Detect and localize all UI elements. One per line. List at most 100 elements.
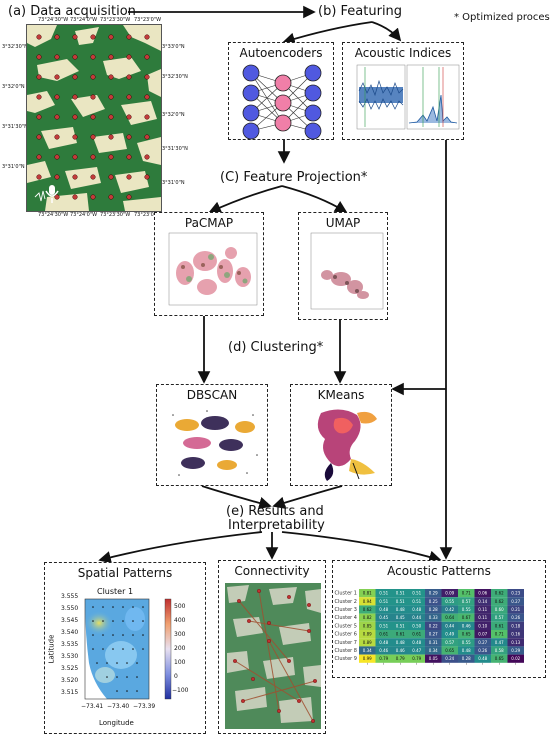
- heatmap-cell-value: 0.48: [396, 607, 405, 612]
- heatmap-cell: [408, 646, 425, 655]
- heatmap-cell-value: 0.16: [511, 632, 520, 637]
- heatmap-cell: [491, 597, 508, 606]
- heatmap-cell-value: 0.55: [445, 599, 454, 604]
- map-top-tick: 73°24'0"W: [70, 17, 98, 23]
- heatmap-cell: [474, 646, 491, 655]
- map-top-tick: 73°23'0"W: [134, 17, 162, 23]
- heatmap-cell-value: 0.62: [363, 607, 372, 612]
- heatmap-cell-value: 0.58: [495, 648, 504, 653]
- heatmap-row-label: Cluster 5: [334, 623, 357, 629]
- heatmap-cell: [392, 605, 409, 614]
- spatial-ytick: 3.520: [61, 677, 79, 684]
- heatmap-cell-value: 0.50: [412, 623, 421, 628]
- acoustic-patterns-box: Acoustic Patterns Cluster 1 0.81 0.51 0.51 0…: [332, 560, 546, 678]
- heatmap-cell-value: 0.51: [396, 599, 405, 604]
- heatmap-cell: [375, 654, 392, 663]
- heatmap-cell-value: 0.64: [445, 615, 454, 620]
- spatial-ytick: 3.525: [61, 665, 79, 672]
- spatial-cluster-title: Cluster 1: [97, 587, 134, 596]
- heatmap-cell: [441, 646, 458, 655]
- heatmap-cell-value: 0.45: [379, 615, 388, 620]
- spatial-ytick: 3.535: [61, 641, 79, 648]
- heatmap-cell: [375, 621, 392, 630]
- label-results: (e) Results and: [226, 504, 324, 519]
- label-clustering: (d) Clustering*: [228, 340, 324, 355]
- heatmap-cell-value: 0.61: [396, 632, 405, 637]
- heatmap-cell-value: 0.89: [363, 640, 372, 645]
- spatial-ylabel: Latitude: [47, 634, 56, 664]
- spatial-ytick: 3.530: [61, 653, 79, 660]
- heatmap-cell-value: 0.51: [379, 599, 388, 604]
- heatmap-cell: [408, 621, 425, 630]
- heatmap-cell-value: 0.28: [429, 607, 438, 612]
- spatial-xtick: −73.40: [107, 703, 130, 710]
- heatmap-cell: [359, 638, 376, 647]
- heatmap-cell-value: 0.65: [462, 632, 471, 637]
- heatmap-cell-value: 0.79: [412, 656, 421, 661]
- heatmap-cell-value: 0.79: [396, 656, 405, 661]
- heatmap-cell-value: 0.71: [495, 632, 504, 637]
- heatmap-cell-value: 0.27: [511, 599, 520, 604]
- label-interpretability: Interpretability: [228, 518, 325, 533]
- heatmap-cell: [392, 646, 409, 655]
- heatmap-cell: [408, 638, 425, 647]
- heatmap-cell-value: 0.71: [462, 591, 471, 596]
- heatmap-cell-value: 0.65: [495, 656, 504, 661]
- heatmap-cell: [458, 613, 475, 622]
- microphone-icon: [34, 185, 59, 203]
- heatmap-cell-value: 0.61: [412, 632, 421, 637]
- map-left-tick: 3°32'0"N: [2, 84, 25, 90]
- kmeans-scatter: [317, 409, 377, 481]
- heatmap-cell: [441, 638, 458, 647]
- heatmap-cell: [491, 630, 508, 639]
- heatmap-cell-value: 0.61: [495, 623, 504, 628]
- umap-title: UMAP: [325, 216, 361, 230]
- colorbar-tick: 500: [174, 603, 186, 610]
- heatmap-cell: [491, 613, 508, 622]
- heatmap-row-label: Cluster 7: [334, 640, 357, 646]
- heatmap-cell-value: 0.11: [478, 607, 487, 612]
- heatmap-cell: [458, 630, 475, 639]
- heatmap-row-label: Cluster 4: [334, 615, 357, 621]
- heatmap-cell: [375, 646, 392, 655]
- map-top-tick: 73°24'30"W: [38, 17, 69, 23]
- heatmap-cell-value: 0.67: [462, 615, 471, 620]
- heatmap-cell-value: 0.23: [511, 591, 520, 596]
- heatmap-cell-value: 0.82: [363, 615, 372, 620]
- heatmap-cell: [458, 646, 475, 655]
- heatmap-cell-value: 0.48: [379, 607, 388, 612]
- connectivity-box: Connectivity: [218, 560, 326, 734]
- heatmap-cell-value: 0.62: [495, 599, 504, 604]
- heatmap-cell: [441, 630, 458, 639]
- map-left-tick: 3°31'30"N: [2, 124, 28, 130]
- heatmap-cell: [425, 621, 442, 630]
- spatial-xlabel: Longitude: [99, 719, 134, 727]
- map-right-tick: 3°32'0"N: [162, 112, 185, 118]
- pacmap-scatter: [168, 232, 258, 306]
- heatmap-cell: [408, 613, 425, 622]
- heatmap-cell: [425, 605, 442, 614]
- heatmap-row-label: Cluster 1: [334, 591, 357, 597]
- dbscan-box: DBSCAN: [156, 384, 268, 486]
- spatial-ytick: 3.515: [61, 689, 79, 696]
- heatmap-cell: [507, 613, 524, 622]
- heatmap-row-label: Cluster 2: [334, 599, 357, 605]
- colorbar-tick: 100: [174, 659, 186, 666]
- spatial-ytick: 3.555: [61, 593, 79, 600]
- connectivity-title: Connectivity: [234, 564, 310, 578]
- heatmap-cell-value: 0.48: [478, 656, 487, 661]
- heatmap-cell: [359, 621, 376, 630]
- heatmap-cell-value: 0.44: [445, 623, 454, 628]
- heatmap-cell-value: 0.47: [495, 640, 504, 645]
- heatmap-cell-value: 0.13: [511, 640, 520, 645]
- heatmap-cell: [441, 613, 458, 622]
- heatmap-cell: [359, 630, 376, 639]
- heatmap-cell-value: 0.29: [511, 648, 520, 653]
- heatmap-cell: [474, 621, 491, 630]
- heatmap-cell-value: 0.94: [363, 599, 372, 604]
- heatmap-cell: [408, 630, 425, 639]
- heatmap-cell: [491, 646, 508, 655]
- heatmap-cell-value: 0.47: [412, 648, 421, 653]
- heatmap-cell: [507, 630, 524, 639]
- heatmap-cell: [375, 605, 392, 614]
